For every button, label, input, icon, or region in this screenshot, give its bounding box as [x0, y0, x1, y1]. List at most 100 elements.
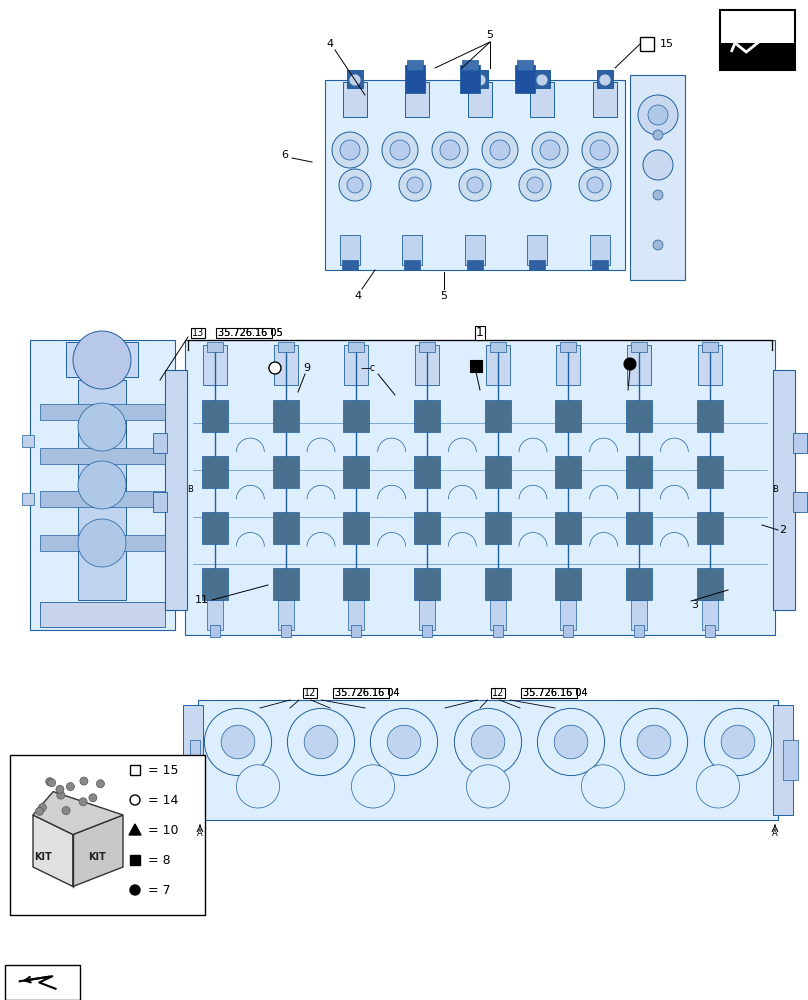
- Bar: [701, 600, 718, 630]
- Bar: [521, 688, 577, 698]
- Circle shape: [46, 778, 53, 786]
- Text: KIT: KIT: [88, 852, 106, 862]
- Bar: [470, 360, 482, 372]
- Circle shape: [648, 105, 668, 125]
- Bar: [696, 456, 722, 488]
- Bar: [721, 43, 794, 69]
- Circle shape: [349, 74, 361, 86]
- Bar: [415, 345, 439, 385]
- Circle shape: [38, 804, 46, 812]
- Bar: [626, 568, 652, 600]
- Bar: [555, 568, 581, 600]
- Bar: [348, 600, 364, 630]
- Text: 6: 6: [281, 150, 288, 160]
- Bar: [696, 568, 722, 600]
- Circle shape: [66, 783, 74, 791]
- Bar: [475, 326, 485, 340]
- Circle shape: [579, 169, 611, 201]
- Bar: [491, 688, 504, 698]
- Bar: [343, 82, 367, 117]
- Bar: [414, 512, 440, 544]
- Circle shape: [89, 794, 97, 802]
- Text: B: B: [772, 486, 778, 494]
- Circle shape: [638, 725, 671, 759]
- Bar: [773, 370, 795, 610]
- Bar: [493, 625, 503, 637]
- Circle shape: [370, 708, 438, 776]
- Text: B: B: [187, 486, 193, 494]
- Bar: [203, 345, 227, 385]
- Bar: [630, 75, 685, 280]
- Bar: [696, 512, 722, 544]
- Bar: [640, 37, 654, 51]
- Text: 35.726.16 04: 35.726.16 04: [335, 688, 400, 698]
- Text: 2: 2: [780, 525, 786, 535]
- Circle shape: [705, 708, 772, 776]
- Bar: [555, 456, 581, 488]
- Circle shape: [471, 725, 505, 759]
- Bar: [563, 625, 574, 637]
- Circle shape: [57, 791, 65, 799]
- Circle shape: [519, 169, 551, 201]
- Text: 1: 1: [476, 326, 484, 340]
- Circle shape: [474, 74, 486, 86]
- Bar: [272, 400, 299, 432]
- Text: KIT: KIT: [35, 852, 53, 862]
- Bar: [485, 456, 511, 488]
- Bar: [210, 625, 220, 637]
- Circle shape: [624, 358, 636, 370]
- Bar: [405, 82, 429, 117]
- Circle shape: [237, 765, 280, 808]
- Bar: [560, 600, 576, 630]
- Bar: [325, 80, 625, 270]
- Bar: [153, 492, 167, 512]
- Bar: [720, 10, 795, 70]
- Bar: [216, 328, 272, 338]
- Bar: [560, 342, 576, 352]
- Text: 35.726.16 04: 35.726.16 04: [523, 688, 587, 698]
- Bar: [5, 965, 80, 1000]
- Bar: [185, 340, 775, 635]
- Bar: [40, 602, 165, 627]
- Bar: [344, 345, 368, 385]
- Text: 4: 4: [326, 39, 334, 49]
- Bar: [530, 82, 554, 117]
- Circle shape: [78, 519, 126, 567]
- Bar: [557, 345, 580, 385]
- Polygon shape: [129, 824, 141, 835]
- Bar: [555, 400, 581, 432]
- Bar: [701, 342, 718, 352]
- Bar: [527, 235, 547, 265]
- Bar: [517, 60, 533, 70]
- Circle shape: [80, 777, 88, 785]
- Bar: [626, 512, 652, 544]
- Circle shape: [582, 132, 618, 168]
- Circle shape: [532, 132, 568, 168]
- Circle shape: [638, 95, 678, 135]
- Circle shape: [432, 132, 468, 168]
- Bar: [462, 60, 478, 70]
- Bar: [490, 600, 506, 630]
- Bar: [626, 400, 652, 432]
- Bar: [272, 456, 299, 488]
- Bar: [40, 491, 165, 507]
- Bar: [467, 260, 483, 270]
- Text: 11: 11: [195, 595, 209, 605]
- Circle shape: [653, 240, 663, 250]
- Circle shape: [304, 725, 338, 759]
- Bar: [773, 705, 793, 815]
- Bar: [272, 568, 299, 600]
- Bar: [783, 740, 798, 780]
- Text: 35.726.16 04: 35.726.16 04: [335, 688, 400, 698]
- Bar: [793, 492, 807, 512]
- Circle shape: [407, 177, 423, 193]
- Circle shape: [204, 708, 271, 776]
- Circle shape: [440, 140, 460, 160]
- Circle shape: [536, 74, 548, 86]
- Circle shape: [599, 74, 611, 86]
- Circle shape: [722, 725, 755, 759]
- Bar: [340, 235, 360, 265]
- Circle shape: [554, 725, 587, 759]
- Bar: [409, 70, 425, 88]
- Bar: [486, 345, 510, 385]
